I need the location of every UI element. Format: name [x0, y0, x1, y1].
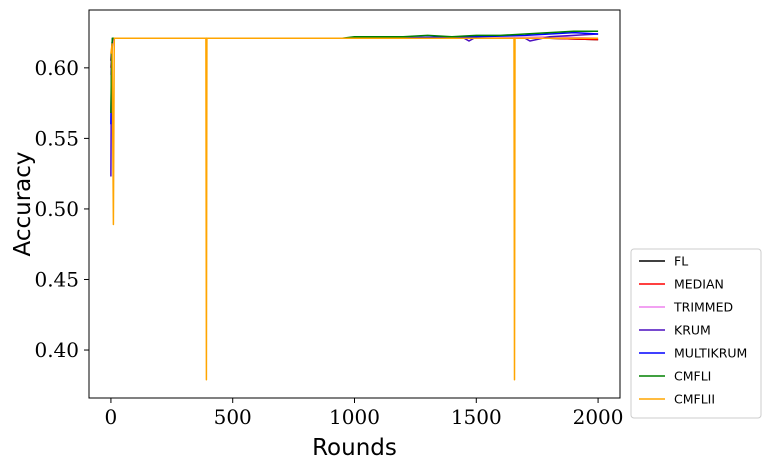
series-line-median	[110, 37, 599, 68]
legend-label: CMFLII	[674, 392, 715, 407]
series-layer	[110, 30, 599, 381]
series-line-trimmed	[110, 36, 599, 75]
plot-frame	[88, 9, 621, 399]
legend-label: TRIMMED	[673, 300, 733, 315]
x-tick-label: 1500	[451, 405, 502, 429]
series-line-multikrum	[110, 31, 599, 125]
y-axis-title: Accuracy	[10, 151, 36, 256]
legend-label: CMFLI	[674, 369, 711, 384]
series-line-cmfli	[110, 30, 599, 114]
legend-label: KRUM	[674, 323, 711, 338]
legend-label: FL	[674, 254, 688, 269]
y-tick-label: 0.60	[34, 56, 79, 80]
x-tick-label: 2000	[573, 405, 624, 429]
legend: FL MEDIAN TRIMMED KRUM MULTIKRUM CMFLI CMFLII	[630, 248, 762, 419]
y-tick-label: 0.55	[34, 126, 79, 150]
series-line-fl	[110, 37, 599, 61]
y-tick-label: 0.40	[34, 338, 79, 362]
y-tick-label: 0.45	[34, 267, 79, 291]
x-axis-title: Rounds	[312, 435, 397, 461]
ticks-layer: 0 500 1000 1500 2000 0.40 0.45 0.50 0.55 0.60	[34, 56, 623, 429]
x-tick-label: 500	[214, 405, 252, 429]
y-tick-label: 0.50	[34, 197, 79, 221]
x-tick-label: 0	[105, 405, 118, 429]
series-line-krum	[110, 33, 599, 177]
series-line-cmflii	[110, 37, 599, 381]
x-tick-label: 1000	[329, 405, 380, 429]
legend-label: MULTIKRUM	[674, 346, 747, 361]
legend-label: MEDIAN	[674, 277, 724, 292]
